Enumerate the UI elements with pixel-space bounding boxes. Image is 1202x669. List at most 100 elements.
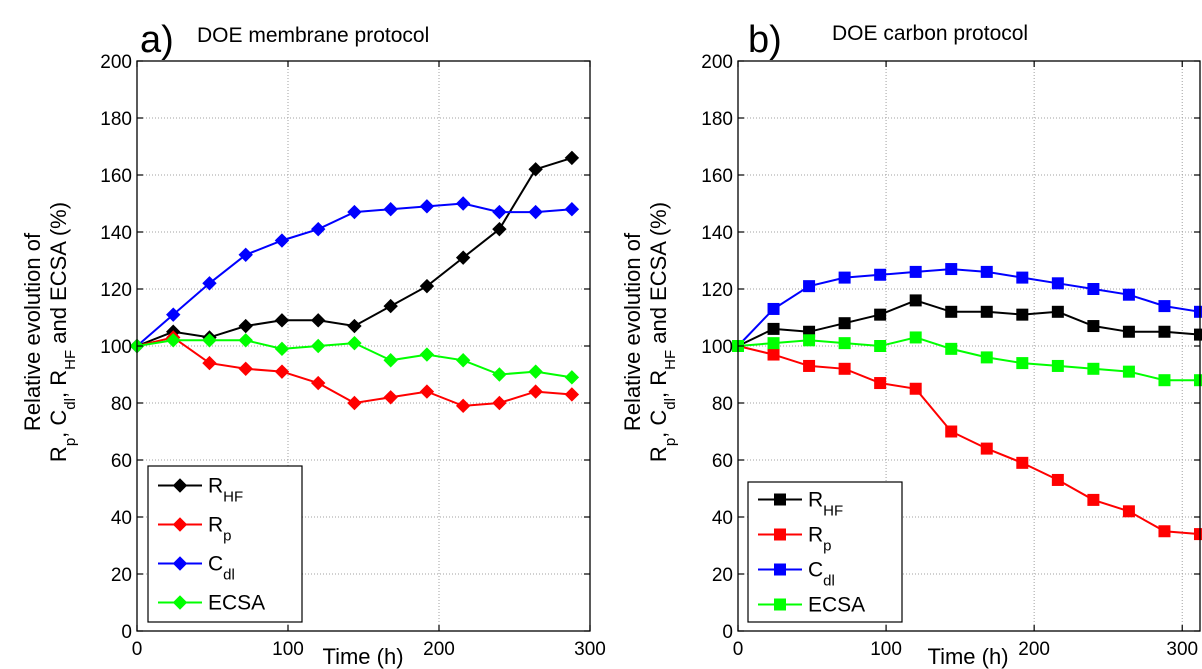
- legend-label-main: C: [808, 559, 823, 582]
- series-rhf: [732, 294, 1202, 352]
- data-point: [909, 382, 922, 395]
- ylabel-line1-b: Relative evolution of: [620, 232, 645, 431]
- y-tick-label: 140: [701, 223, 733, 244]
- y-tick-label: 140: [100, 223, 132, 244]
- data-point: [767, 348, 780, 361]
- data-point: [274, 233, 290, 248]
- series-rp: [129, 330, 580, 414]
- legend-label-sub: dl: [823, 572, 835, 589]
- legend-label: ECSA: [808, 594, 865, 617]
- data-point: [238, 318, 253, 334]
- data-point: [1158, 374, 1171, 387]
- data-point: [202, 276, 217, 291]
- legend-item: ECSA: [758, 594, 865, 617]
- chart-title-a: DOE membrane protocol: [197, 24, 429, 47]
- x-tick-label: 200: [423, 639, 455, 660]
- y-tick-label: 100: [100, 337, 132, 358]
- data-point: [238, 247, 253, 263]
- y-tick-label: 0: [121, 622, 132, 643]
- series-cdl: [732, 263, 1202, 352]
- data-point: [1016, 271, 1029, 284]
- data-point: [528, 162, 543, 177]
- series-group-a: [129, 150, 580, 414]
- data-point: [874, 340, 887, 352]
- ylabel-line2-a: Rp, Cdl, RHF and ECSA (%): [46, 202, 79, 462]
- legend-label-main: R: [808, 489, 823, 512]
- data-point: [874, 268, 887, 281]
- data-point: [803, 359, 816, 372]
- data-point: [274, 364, 290, 379]
- series-group-b: [732, 263, 1202, 541]
- panel-label-b: b): [748, 19, 782, 61]
- data-point: [310, 338, 326, 354]
- data-point: [838, 362, 851, 375]
- data-point: [767, 337, 780, 350]
- legend-label: ECSA: [208, 592, 265, 615]
- x-tick-label: 100: [870, 639, 902, 660]
- legend-box: [747, 481, 903, 623]
- y-tick-label: 0: [722, 622, 733, 643]
- legend-item: RHF: [158, 475, 243, 506]
- data-point: [383, 298, 398, 314]
- data-point: [1087, 283, 1100, 295]
- y-tick-label: 60: [712, 451, 733, 472]
- legend-item: Rp: [758, 524, 832, 555]
- data-point: [166, 307, 181, 322]
- y-tick-label: 120: [100, 280, 132, 301]
- data-point: [980, 265, 993, 278]
- chart-title-b: DOE carbon protocol: [832, 22, 1028, 45]
- data-point: [492, 221, 507, 237]
- legend-label-main: ECSA: [208, 592, 265, 615]
- data-point: [455, 398, 471, 414]
- legend-item: Cdl: [758, 559, 835, 589]
- data-point: [419, 384, 435, 399]
- chart-a: a) DOE membrane protocol Relative evolut…: [20, 19, 606, 669]
- legend-box: [147, 465, 303, 623]
- data-point: [383, 201, 398, 217]
- ylabel-line2-b: Rp, Cdl, RHF and ECSA (%): [646, 202, 679, 462]
- data-point: [803, 334, 816, 347]
- legend-label-sub: p: [823, 537, 831, 554]
- data-point: [945, 263, 958, 276]
- data-point: [166, 333, 181, 348]
- legend-swatch-marker: [774, 493, 786, 506]
- data-point: [274, 341, 290, 357]
- legend-label-sub: p: [223, 527, 231, 544]
- data-point: [980, 305, 993, 318]
- legend-label-main: R: [208, 514, 223, 537]
- legend-label: RHF: [208, 475, 243, 506]
- y-tick-label: 40: [111, 508, 132, 529]
- data-point: [945, 305, 958, 318]
- data-point: [528, 364, 543, 379]
- data-point: [1194, 305, 1202, 318]
- data-point: [274, 313, 290, 328]
- legend-label-main: C: [208, 553, 223, 576]
- data-point: [1051, 359, 1064, 372]
- ylabel-line1-a: Relative evolution of: [20, 232, 45, 431]
- data-point: [528, 384, 543, 399]
- data-point: [767, 302, 780, 315]
- data-point: [1194, 328, 1202, 341]
- legend-item: Cdl: [158, 553, 235, 583]
- data-point: [945, 342, 958, 355]
- legend-swatch-marker: [172, 595, 188, 610]
- data-point: [310, 221, 326, 237]
- data-point: [1122, 365, 1135, 378]
- legend-label-sub: HF: [223, 488, 243, 505]
- y-tick-label: 200: [100, 52, 132, 73]
- data-point: [347, 204, 362, 220]
- ticks-a: 0 20 40 60 80 100 120 140 160 180 200 0 100 200 300: [100, 52, 606, 660]
- data-point: [1122, 325, 1135, 338]
- data-point: [347, 335, 362, 351]
- data-point: [528, 204, 543, 220]
- legend-label: Rp: [808, 524, 832, 555]
- data-point: [202, 333, 217, 348]
- data-point: [1016, 308, 1029, 321]
- data-point: [1051, 305, 1064, 318]
- data-point: [767, 322, 780, 335]
- y-tick-label: 200: [701, 52, 733, 73]
- data-point: [455, 196, 471, 211]
- data-point: [803, 280, 816, 293]
- legend-swatch-marker: [172, 556, 188, 571]
